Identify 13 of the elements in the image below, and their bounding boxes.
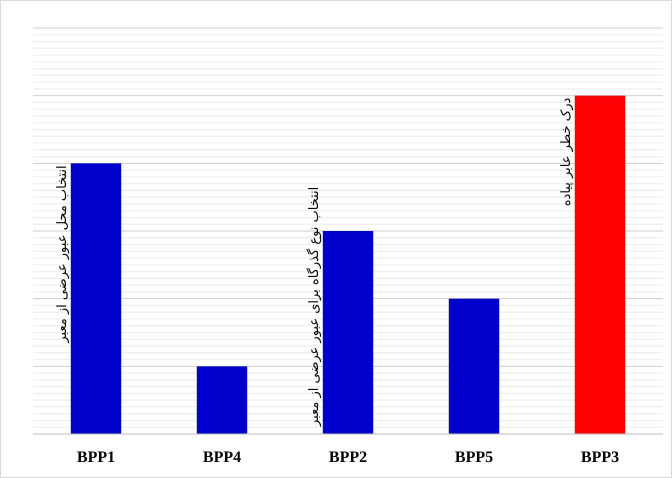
x-tick-label: BPP5 [454,449,494,466]
x-tick-label: BPP2 [328,449,368,466]
bar [448,298,500,434]
bar [322,231,374,434]
x-tick-label: BPP1 [76,449,116,466]
bar [574,96,626,434]
annotation: انتخاب محل عبور عرضی از معبر [54,165,70,344]
x-tick-label: BPP4 [202,449,242,466]
x-tick-label: BPP3 [580,449,620,466]
annotation: درک خطر عابر پیاده [558,97,574,206]
bar [196,366,248,434]
bar [70,163,122,434]
annotation: انتخاب نوع گذرگاه برای عبور عرضی از معبر [306,186,322,427]
